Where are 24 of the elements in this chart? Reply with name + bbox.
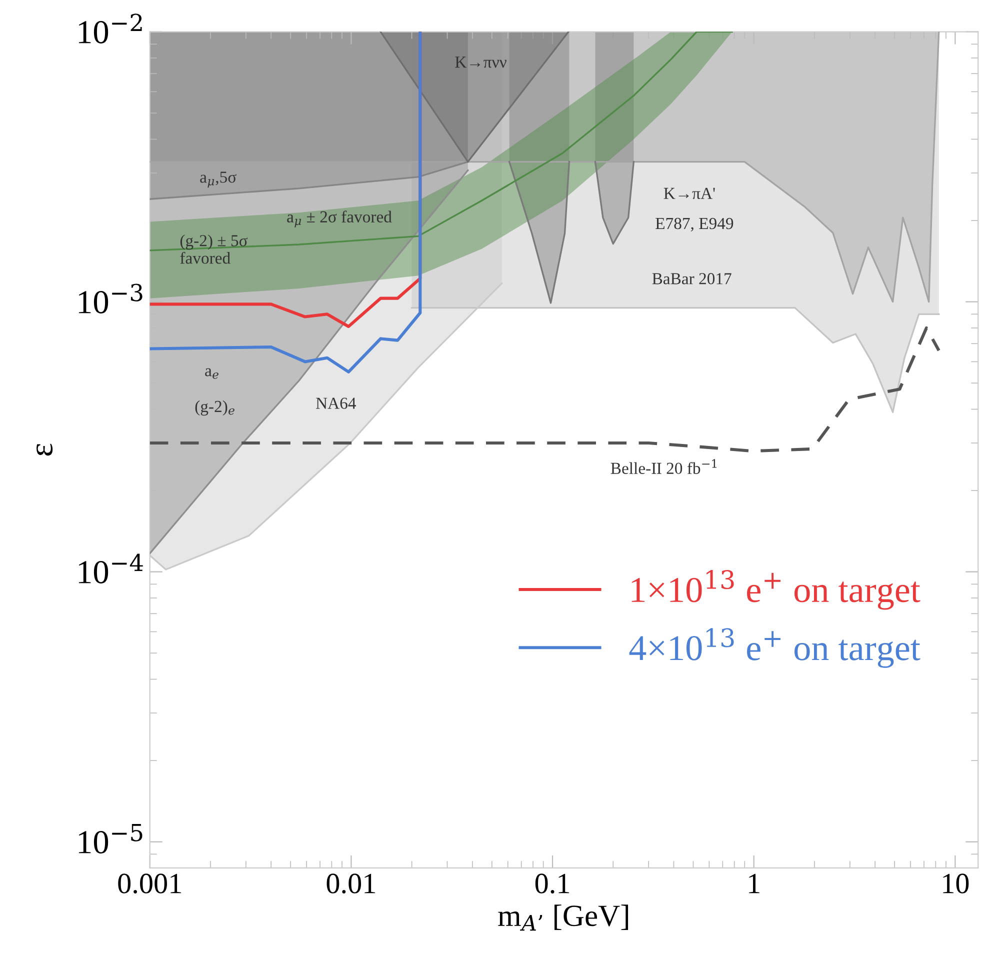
x-axis-title: m$_{A’}$ [GeV] <box>498 904 628 931</box>
annotation: NA64 <box>316 398 356 409</box>
x-tick-label: 0.001 <box>118 874 181 894</box>
x-tick-label: 10 <box>943 874 969 894</box>
y-tick-label: 10$^{−5}$ <box>78 824 142 854</box>
x-tick-label: 1 <box>749 874 760 894</box>
annotation: Belle-II 20 fb$^{−1}$ <box>610 459 716 474</box>
x-tick-label: 0.1 <box>535 874 569 894</box>
y-tick-label: 10$^{−3}$ <box>78 284 142 314</box>
annotation: a$_{μ}$ ± 2σ favored <box>287 210 392 228</box>
legend-label: 1×10$^{13}$ e$^{+}$ on target <box>632 570 920 610</box>
annotation: E787, E949 <box>656 218 734 232</box>
annotation: K→πνν <box>455 56 506 68</box>
y-axis-title: ε <box>36 444 53 456</box>
annotation: a$_{e}$ <box>205 368 218 379</box>
y-tick-label: 10$^{−2}$ <box>78 14 142 44</box>
annotation: a$_{μ}$,5σ <box>200 172 236 188</box>
y-tick-label: 10$^{−4}$ <box>78 554 143 584</box>
legend-label: 4×10$^{13}$ e$^{+}$ on target <box>629 628 920 668</box>
annotation: K→πA' <box>664 188 715 200</box>
annotation: (g-2) ± 5σ favored <box>180 234 248 264</box>
annotation: BaBar 2017 <box>652 273 732 284</box>
x-tick-label: 0.01 <box>326 874 375 894</box>
annotation: (g-2)$_{e}$ <box>195 400 234 416</box>
